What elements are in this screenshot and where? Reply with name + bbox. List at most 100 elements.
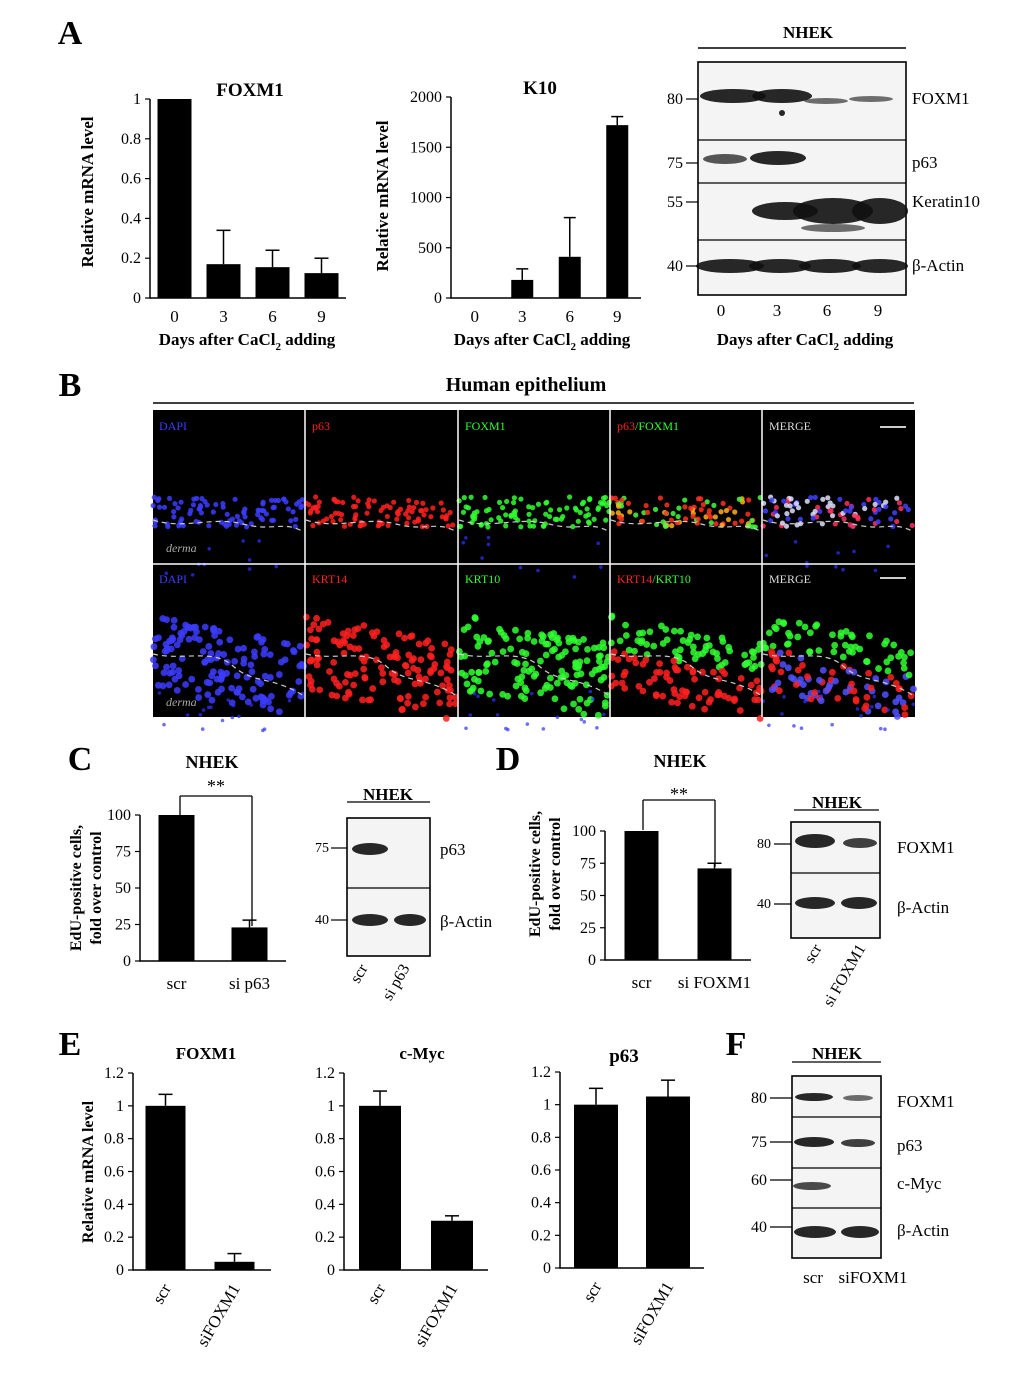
cell-nucleus: [375, 523, 381, 529]
cell-nucleus: [411, 680, 419, 688]
cell-nucleus: [172, 501, 178, 507]
cell-nucleus: [234, 513, 240, 519]
cell-nucleus: [551, 645, 558, 653]
cell-nucleus: [834, 694, 842, 702]
cell-nucleus: [601, 499, 607, 506]
bar: [646, 1096, 690, 1268]
cell-nucleus: [150, 643, 158, 651]
chart-title: c-Myc: [399, 1044, 445, 1063]
cell-nucleus: [895, 652, 902, 660]
cell-nucleus: [302, 613, 310, 621]
y-tick-label: 1: [327, 1098, 335, 1115]
significance-marker: **: [670, 784, 688, 804]
cell-nucleus: [688, 505, 694, 511]
cell-nucleus: [175, 505, 181, 511]
cell-nucleus: [619, 497, 625, 503]
cell-nucleus: [614, 656, 622, 664]
mw-marker: 80: [757, 837, 771, 852]
cell-nucleus: [240, 659, 248, 667]
cell-nucleus: [585, 512, 592, 518]
y-axis-label: EdU-positive cells,: [68, 825, 85, 951]
cell-nucleus: [218, 670, 226, 678]
cell-nucleus: [209, 668, 217, 676]
cell-nucleus: [664, 502, 670, 508]
cell-nucleus: [676, 693, 684, 701]
cell-nucleus: [532, 670, 540, 678]
cell-nucleus: [313, 614, 320, 622]
cell-nucleus: [570, 700, 577, 708]
cell-nucleus: [584, 645, 591, 653]
derma-nucleus: [190, 573, 195, 577]
basement-membrane-line: [610, 653, 763, 697]
cell-nucleus: [173, 686, 181, 694]
cell-nucleus: [359, 696, 366, 704]
micrograph-tile: [302, 613, 459, 722]
cell-nucleus: [420, 700, 427, 708]
cell-nucleus: [872, 675, 880, 682]
derma-nucleus: [480, 556, 484, 560]
blot-row-label: β-Actin: [897, 1221, 950, 1240]
blot-row-label: FOXM1: [912, 89, 970, 108]
cell-nucleus: [634, 637, 642, 645]
cell-nucleus: [155, 634, 162, 642]
derma-nucleus: [764, 553, 769, 558]
cell-nucleus: [542, 651, 550, 659]
y-tick-label: 0.6: [315, 1164, 335, 1181]
cell-nucleus: [701, 688, 709, 696]
blot-band: [779, 110, 785, 116]
cell-nucleus: [603, 517, 609, 523]
derma-nucleus: [206, 705, 211, 710]
cell-nucleus: [601, 702, 609, 710]
cell-nucleus: [421, 512, 427, 518]
micrograph-tile: [608, 494, 763, 533]
cell-nucleus: [712, 514, 718, 520]
cell-nucleus: [512, 682, 520, 690]
cell-nucleus: [711, 502, 717, 508]
cell-nucleus: [496, 515, 502, 521]
cell-nucleus: [745, 511, 751, 517]
derma-nucleus: [602, 712, 606, 717]
mw-marker: 55: [667, 194, 683, 211]
x-tick-label: scr: [363, 1280, 390, 1307]
cell-nucleus: [404, 520, 410, 526]
cell-nucleus: [398, 706, 406, 714]
chart-title: FOXM1: [216, 80, 284, 101]
cell-nucleus: [332, 510, 338, 516]
cell-nucleus: [625, 646, 633, 654]
cell-nucleus: [224, 511, 230, 517]
cell-nucleus: [333, 679, 340, 687]
y-tick-label: 25: [580, 920, 596, 937]
bar: [304, 273, 339, 298]
micrograph-title: Human epithelium: [446, 374, 607, 396]
blot-band: [799, 259, 861, 273]
cell-nucleus: [736, 684, 743, 692]
cell-nucleus: [216, 638, 224, 646]
cell-nucleus: [266, 651, 274, 659]
cell-nucleus: [670, 510, 676, 517]
cell-nucleus: [794, 666, 802, 674]
cell-nucleus: [639, 518, 646, 524]
bar: [145, 1105, 186, 1270]
cell-nucleus: [288, 518, 294, 524]
x-tick-label: siFOXM1: [627, 1279, 678, 1348]
cell-nucleus: [862, 505, 868, 512]
cell-nucleus: [643, 641, 651, 648]
cell-nucleus: [845, 647, 853, 655]
y-tick-label: 50: [115, 880, 131, 897]
blot-band: [352, 914, 388, 926]
panel-label-a: A: [58, 15, 83, 52]
cell-nucleus: [832, 677, 839, 685]
cell-nucleus: [178, 655, 186, 663]
y-tick-label: 0.4: [531, 1195, 551, 1212]
derma-nucleus: [230, 715, 235, 720]
derma-nucleus: [878, 726, 883, 731]
y-tick-label: 500: [418, 240, 442, 257]
cell-nucleus: [829, 631, 836, 639]
cell-nucleus: [340, 649, 348, 657]
channel-label: DAPI: [159, 419, 187, 433]
cell-nucleus: [163, 616, 170, 624]
cell-nucleus: [819, 521, 825, 527]
y-tick-label: 0.2: [121, 250, 141, 267]
cell-nucleus: [646, 628, 654, 636]
cell-nucleus: [608, 613, 615, 621]
